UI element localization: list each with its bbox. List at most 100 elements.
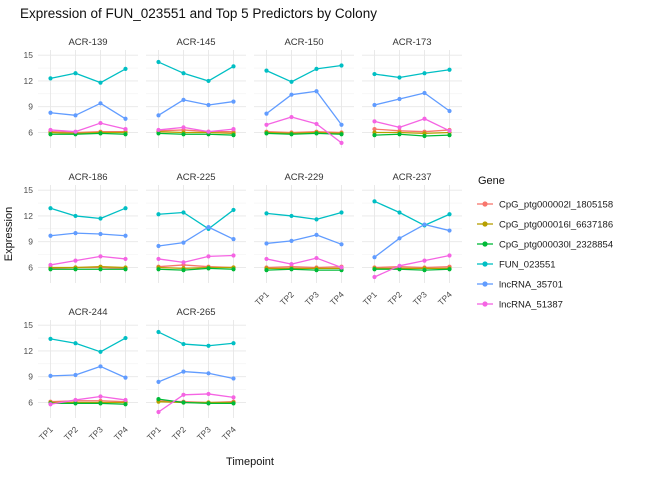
series-line-CpG_ptg000030l_2328854 — [158, 398, 234, 405]
data-point — [123, 402, 128, 407]
series-line-lncRNA_51387 — [158, 254, 234, 264]
data-point — [123, 116, 128, 121]
data-point — [231, 99, 236, 104]
data-point — [98, 216, 103, 221]
data-point — [181, 260, 186, 265]
series-line-CpG_ptg000016l_6637186 — [158, 131, 234, 135]
series-line-lncRNA_35701 — [50, 102, 126, 120]
data-point — [181, 210, 186, 215]
data-point — [48, 76, 53, 81]
data-point — [314, 89, 319, 94]
data-point — [422, 116, 427, 121]
data-point — [264, 131, 269, 136]
data-point — [156, 113, 161, 118]
data-point — [98, 231, 103, 237]
data-point — [397, 125, 402, 130]
data-point — [98, 120, 103, 126]
data-point — [264, 211, 269, 216]
data-point — [447, 212, 452, 217]
series-line-lncRNA_51387 — [158, 393, 234, 413]
legend-key-icon — [482, 221, 488, 227]
data-point — [206, 129, 211, 134]
data-point — [73, 71, 78, 76]
data-point — [231, 64, 236, 69]
data-point — [447, 267, 452, 272]
data-point — [264, 268, 269, 273]
legend-item-label: CpG_ptg000016l_6637186 — [499, 219, 613, 230]
legend-item-CpG_ptg000016l_6637186: CpG_ptg000016l_6637186 — [477, 219, 613, 230]
facet-ACR-139: ACR-139 6 9 12 15 — [24, 37, 138, 148]
data-point — [73, 113, 78, 118]
data-point — [231, 133, 236, 138]
data-point — [372, 274, 377, 280]
data-point — [231, 237, 236, 242]
legend-key-icon — [482, 261, 488, 267]
data-point — [231, 395, 236, 400]
data-point — [98, 394, 103, 399]
data-point — [181, 71, 186, 76]
data-point — [264, 68, 269, 73]
data-point — [181, 392, 186, 397]
facet-ACR-237: ACR-237 TP1 TP2 TP3 TP4 — [361, 172, 462, 307]
data-point — [339, 210, 344, 215]
data-point — [314, 255, 319, 261]
data-point — [264, 241, 269, 246]
data-point — [447, 133, 452, 138]
facet-ACR-186: ACR-186 6 9 12 15 — [24, 172, 138, 283]
x-tick-label: TP3 — [87, 424, 105, 442]
legend-key-icon — [482, 201, 488, 207]
data-point — [314, 66, 319, 72]
series-line-lncRNA_35701 — [158, 370, 234, 383]
data-point — [123, 126, 128, 132]
data-point — [289, 114, 294, 120]
data-point — [339, 242, 344, 247]
series-line-CpG_ptg000030l_2328854 — [374, 133, 450, 137]
series-line-lncRNA_35701 — [266, 234, 342, 245]
data-point — [156, 59, 161, 65]
data-point — [314, 121, 319, 127]
facet-ACR-150: ACR-150 — [254, 37, 354, 148]
series-line-lncRNA_51387 — [50, 122, 126, 133]
series-line-CpG_ptg000002l_1805158 — [374, 128, 450, 133]
data-point — [156, 379, 161, 384]
data-point — [397, 75, 402, 80]
legend-key-icon — [482, 281, 488, 287]
data-point — [447, 128, 452, 133]
data-point — [206, 343, 211, 348]
data-point — [289, 92, 294, 97]
data-point — [73, 213, 78, 219]
series-line-lncRNA_35701 — [266, 90, 343, 126]
chart-title: Expression of FUN_023551 and Top 5 Predi… — [20, 6, 377, 21]
data-point — [73, 397, 78, 403]
data-point — [206, 102, 211, 108]
y-tick-label: 15 — [24, 185, 34, 195]
data-point — [339, 63, 344, 68]
x-tick-label: TP4 — [328, 289, 346, 307]
data-point — [48, 262, 53, 268]
legend: Gene CpG_ptg000002l_1805158 CpG_ptg000016l… — [477, 175, 613, 310]
series-line-FUN_023551 — [50, 68, 126, 84]
series-line-FUN_023551 — [158, 331, 234, 347]
facet-title: ACR-173 — [392, 37, 431, 48]
data-point — [156, 243, 161, 249]
data-point — [422, 268, 427, 273]
data-point — [98, 80, 103, 85]
series-line-CpG_ptg000016l_6637186 — [50, 266, 126, 269]
legend-item-label: CpG_ptg000030l_2328854 — [499, 239, 613, 250]
data-point — [98, 267, 103, 272]
data-point — [231, 253, 236, 258]
data-point — [231, 341, 236, 346]
data-point — [123, 397, 128, 403]
x-tick-label: TP2 — [62, 424, 80, 442]
series-line-CpG_ptg000016l_6637186 — [158, 266, 234, 270]
data-point — [73, 231, 78, 236]
data-point — [98, 349, 103, 354]
series-line-lncRNA_35701 — [50, 365, 126, 379]
data-point — [123, 256, 128, 262]
legend-item-FUN_023551: FUN_023551 — [477, 259, 556, 270]
data-point — [48, 110, 53, 115]
y-axis-title: Expression — [3, 207, 15, 261]
data-point — [264, 122, 269, 127]
data-point — [314, 268, 319, 273]
